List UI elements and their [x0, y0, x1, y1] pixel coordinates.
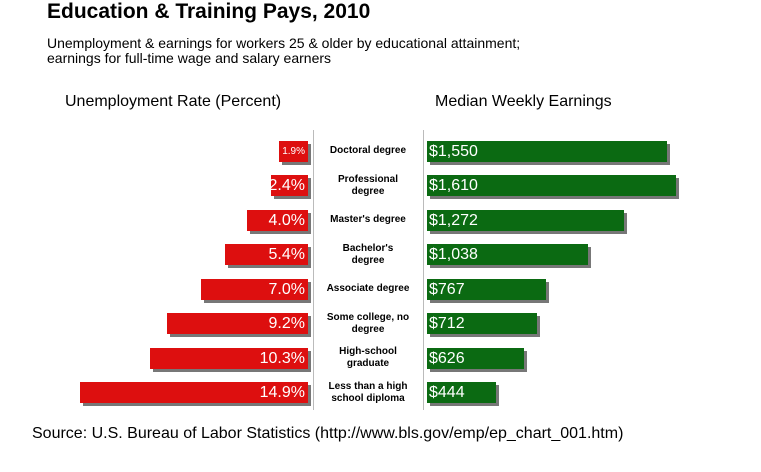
bar: [278, 140, 308, 162]
category-label: Doctoral degree: [329, 145, 407, 156]
value-label: 9.2%: [268, 315, 305, 332]
value-label: $1,272: [429, 211, 478, 229]
category-label: Less than a high school diploma: [328, 380, 408, 404]
bar: [246, 209, 308, 231]
bar: [427, 347, 524, 369]
category-label: Some college, no degree: [326, 311, 410, 335]
value-label: 10.3%: [259, 349, 305, 367]
left-panel-title: Unemployment Rate (Percent): [65, 93, 282, 110]
bar: [150, 347, 308, 369]
divider: [313, 130, 314, 410]
category-label: Professional degree: [337, 173, 399, 197]
value-label: $1,550: [429, 142, 478, 160]
value-label: $712: [429, 315, 465, 332]
value-label: 7.0%: [268, 280, 305, 298]
value-label: $767: [429, 280, 465, 298]
chart-subtitle: Unemployment & earnings for workers 25 &…: [47, 35, 521, 66]
bar: [427, 244, 588, 265]
bar: [427, 313, 538, 334]
value-label: $1,038: [429, 246, 478, 263]
category-label: Associate degree: [326, 283, 410, 294]
value-label: 1.9%: [282, 145, 305, 157]
value-label: 14.9%: [259, 384, 305, 401]
value-label: 4.0%: [268, 211, 305, 229]
value-label: 5.4%: [268, 246, 305, 263]
bar: [271, 175, 308, 196]
divider: [423, 130, 424, 410]
category-label: High-school graduate: [339, 346, 397, 369]
bar: [427, 140, 667, 162]
category-label: Bachelor's degree: [342, 242, 394, 266]
bar: [167, 313, 308, 334]
value-label: $444: [429, 384, 465, 401]
right-panel-title: Median Weekly Earnings: [435, 93, 612, 110]
bar: [427, 175, 677, 196]
value-label: $1,610: [429, 177, 478, 194]
bar: [427, 278, 546, 300]
value-label: $626: [429, 349, 465, 367]
category-label: Master's degree: [330, 214, 406, 225]
bar: [427, 209, 624, 231]
bar: [80, 382, 308, 403]
chart-title: Education & Training Pays, 2010: [47, 0, 371, 23]
source-note: Source: U.S. Bureau of Labor Statistics …: [32, 425, 624, 442]
value-label: 2.4%: [268, 177, 305, 194]
bar: [225, 244, 308, 265]
bar: [200, 278, 308, 300]
bar: [427, 382, 496, 403]
